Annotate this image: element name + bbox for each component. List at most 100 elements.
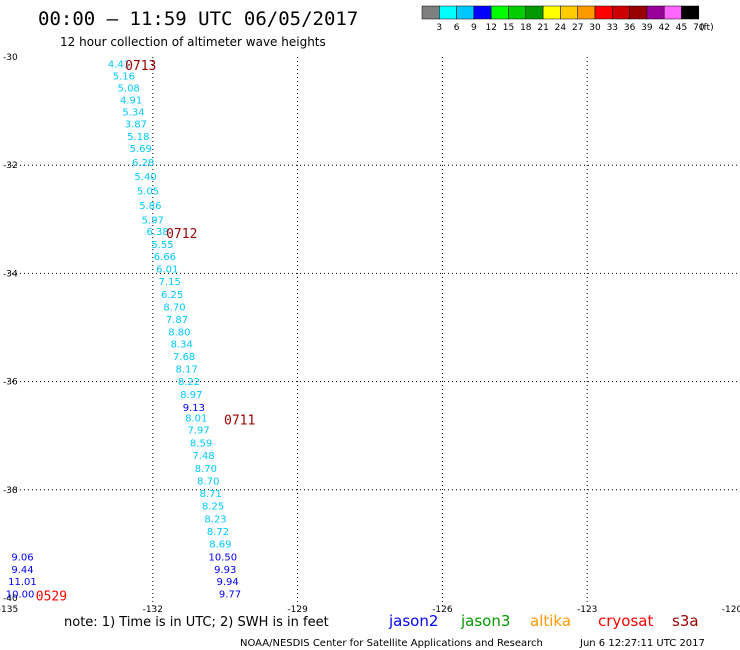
scale-label: 27 [572,23,583,33]
wave-height-label: 9.94 [216,577,238,588]
scale-swatch [612,5,630,20]
y-tick-label: -34 [3,269,18,279]
satellite-legend-item: cryosat [598,612,653,630]
satellite-legend-item: altika [530,612,571,630]
scale-swatch [577,5,596,20]
wave-height-label: 5.55 [151,240,173,251]
wave-height-label: 8.70 [195,464,217,475]
x-tick-label: -120 [722,605,740,615]
scale-label: 12 [485,23,496,33]
wave-height-label: 4.91 [120,96,142,107]
y-tick-label: -32 [3,161,18,171]
wave-height-label: 6.25 [161,290,183,301]
wave-height-label: 5.16 [113,71,135,82]
scale-label: 33 [607,23,618,33]
wave-height-label: 8.70 [197,477,219,488]
scale-label: 39 [641,23,653,33]
scale-swatch [473,5,492,20]
scale-label: 45 [676,23,687,33]
wave-height-label: 8.97 [180,390,202,401]
wave-height-label: 6.66 [154,252,176,263]
time-label: 0529 [36,589,67,604]
wave-height-label: 5.34 [122,108,144,119]
wave-height-label: 5.40 [134,172,156,183]
wave-height-label: 7.15 [159,277,181,288]
satellite-legend: jason2 jason3 altika cryosat s3a [388,612,699,630]
scale-label: 15 [503,23,514,33]
wave-height-label: 5.86 [139,201,161,212]
satellite-legend-item: jason2 [388,612,438,630]
wave-height-label: 10.00 [6,590,35,601]
x-tick-label: -126 [432,605,453,615]
x-tick-label: -123 [577,605,597,615]
wave-height-label: 5.97 [142,215,164,226]
wave-height-label: 4.41 [108,59,130,70]
wave-height-label: 6.01 [156,265,178,276]
wave-height-label: 7.87 [166,315,188,326]
satellite-legend-item: s3a [672,612,699,630]
wave-height-label: 8.01 [185,413,207,424]
scale-swatch [646,5,665,20]
scale-swatch [681,5,700,20]
y-tick-label: -40 [3,594,18,604]
wave-height-label: 9.77 [219,590,241,601]
plot-frame [8,57,740,605]
scale-swatch [663,5,682,20]
footer-credit: NOAA/NESDIS Center for Satellite Applica… [240,638,543,649]
wave-height-label: 9.06 [11,552,33,563]
scale-swatch [439,5,457,20]
wave-height-label: 8.59 [190,439,212,450]
wave-height-label: 8.23 [204,514,226,525]
wave-height-label: 11.01 [8,577,37,588]
wave-height-label: 9.93 [214,565,236,576]
wave-height-label: 8.80 [168,327,190,338]
time-labels: 0713 0712 0711 0529 [36,59,256,604]
scale-label: 9 [471,23,477,33]
y-tick-label: -30 [3,53,18,63]
scale-label: 24 [555,23,567,33]
x-tick-label: -132 [143,605,163,615]
footer-timestamp: Jun 6 12:27:11 UTC 2017 [579,638,705,649]
wave-height-label: 6.28 [132,158,154,169]
y-tick-label: -36 [3,378,18,388]
wave-height-label: 8.71 [200,489,222,500]
grid-lines [8,57,740,606]
wave-height-label: 9.44 [11,565,33,576]
wave-height-label: 8.25 [202,501,224,512]
scale-swatch [542,5,561,20]
scale-label: 6 [454,23,460,33]
scale-swatch [525,5,544,20]
wave-height-label: 5.18 [127,132,149,143]
wave-height-label: 8.69 [209,539,231,550]
time-label: 0713 [125,59,156,74]
time-label: 0712 [166,227,197,242]
scale-label: 42 [658,23,669,33]
wave-height-label: 3.87 [125,120,147,131]
scale-swatch [490,5,509,20]
scale-label: (ft) [700,23,714,33]
scale-label: 18 [520,23,532,33]
wave-height-color-scale: 3 6 9 12 15 18 21 24 27 30 33 36 39 42 45 70(ft) [421,5,714,33]
wave-height-label: 6.38 [146,227,168,238]
wave-height-label: 7.97 [188,426,210,437]
scale-swatch [560,5,578,20]
scale-label: 21 [537,23,548,33]
chart-subtitle: 12 hour collection of altimeter wave hei… [60,35,326,49]
wave-height-label: 5.08 [118,83,140,94]
scale-swatch [456,5,475,20]
scale-label: 36 [624,23,636,33]
satellite-legend-item: jason3 [460,612,510,630]
wave-height-label: 5.05 [137,187,159,198]
wave-height-points: 4.415.165.08 4.915.343.875.185.69 6.28 5.40… [6,59,241,600]
wave-height-label: 5.69 [130,144,152,155]
scale-swatch [594,5,613,20]
wave-height-label: 10.50 [208,552,237,563]
wave-height-label: 8.34 [171,340,193,351]
time-label: 0711 [224,413,255,428]
x-tick-label: -135 [0,605,18,615]
wave-height-label: 9.13 [183,403,205,414]
axis-tick-labels: -30 -32 -34 -36 -38 -40-135 -132 -129 -126 -123 -1… [0,53,740,615]
chart-title: 00:00 — 11:59 UTC 06/05/2017 [38,8,358,30]
wave-height-label: 8.70 [163,302,185,313]
